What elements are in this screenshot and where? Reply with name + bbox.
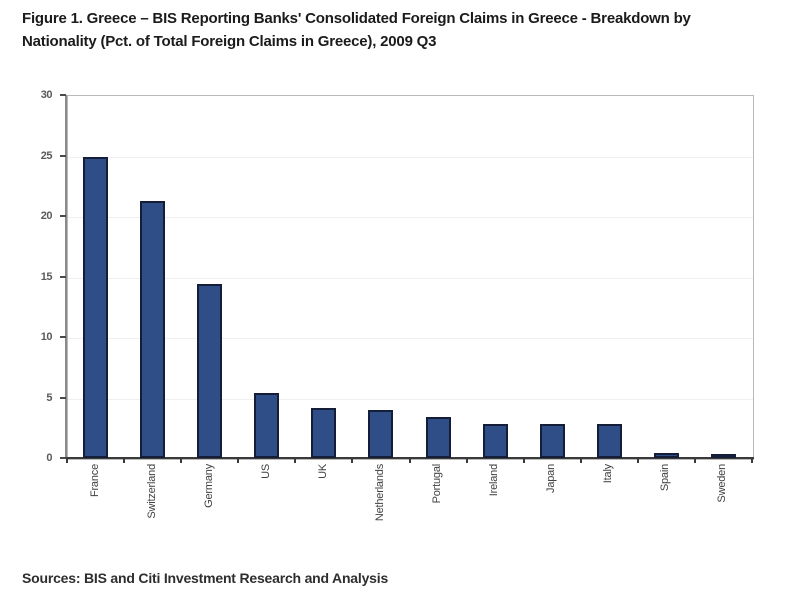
bar-us — [254, 392, 280, 458]
gridline-5 — [68, 398, 753, 400]
y-tick-5 — [60, 396, 66, 399]
bar-netherlands — [368, 409, 394, 458]
y-tick-15 — [60, 275, 66, 278]
y-axis-label-25: 25 — [40, 149, 53, 162]
y-tick-20 — [60, 215, 66, 217]
bar-italy — [596, 424, 622, 458]
plot-area — [67, 95, 754, 460]
x-label-germany: Germany — [202, 464, 215, 508]
x-tick-1 — [123, 458, 126, 463]
x-label-portugal: Portugal — [431, 464, 444, 504]
x-tick-3 — [237, 458, 240, 463]
gridline-20 — [68, 217, 753, 218]
y-tick-30 — [60, 94, 66, 96]
x-tick-6 — [408, 458, 411, 463]
x-label-netherlands: Netherlands — [373, 464, 386, 522]
gridline-15 — [68, 277, 753, 279]
bar-germany — [197, 283, 223, 458]
x-tick-2 — [180, 458, 183, 463]
y-axis-label-15: 15 — [40, 270, 53, 283]
y-tick-0 — [60, 457, 66, 459]
source-note: Sources: BIS and Citi Investment Researc… — [22, 570, 389, 586]
y-tick-25 — [60, 154, 66, 157]
x-tick-4 — [294, 458, 297, 463]
y-axis-label-20: 20 — [40, 210, 53, 222]
bar-japan — [539, 424, 565, 458]
bar-sweden — [710, 454, 736, 459]
x-label-italy: Italy — [602, 464, 615, 484]
x-tick-11 — [693, 458, 696, 463]
x-label-sweden: Sweden — [716, 464, 729, 503]
bar-uk — [311, 408, 337, 458]
x-label-japan: Japan — [545, 464, 558, 493]
y-axis-line — [65, 95, 67, 459]
bar-france — [83, 156, 109, 458]
y-tick-10 — [60, 336, 66, 338]
x-label-spain: Spain — [659, 464, 672, 492]
x-label-ireland: Ireland — [488, 464, 501, 497]
x-tick-8 — [522, 458, 525, 463]
y-axis-label-30: 30 — [40, 89, 53, 101]
gridline-10 — [68, 338, 753, 339]
x-tick-5 — [351, 458, 354, 463]
gridline-25 — [68, 156, 753, 158]
x-tick-10 — [636, 458, 639, 463]
y-axis-label-10: 10 — [40, 331, 53, 343]
x-tick-7 — [465, 458, 468, 463]
y-axis-label-5: 5 — [46, 391, 52, 404]
x-tick-9 — [579, 458, 582, 463]
x-label-uk: UK — [316, 464, 329, 479]
x-tick-12 — [751, 458, 753, 463]
bar-ireland — [482, 424, 508, 458]
x-label-switzerland: Switzerland — [145, 464, 158, 519]
x-label-us: US — [259, 464, 272, 479]
x-label-france: France — [88, 464, 101, 498]
figure-title: Figure 1. Greece – BIS Reporting Banks' … — [22, 10, 691, 50]
x-tick-0 — [66, 458, 68, 463]
bar-switzerland — [140, 201, 166, 458]
bar-portugal — [425, 416, 451, 458]
y-axis-label-0: 0 — [46, 452, 52, 464]
bar-spain — [653, 453, 679, 458]
